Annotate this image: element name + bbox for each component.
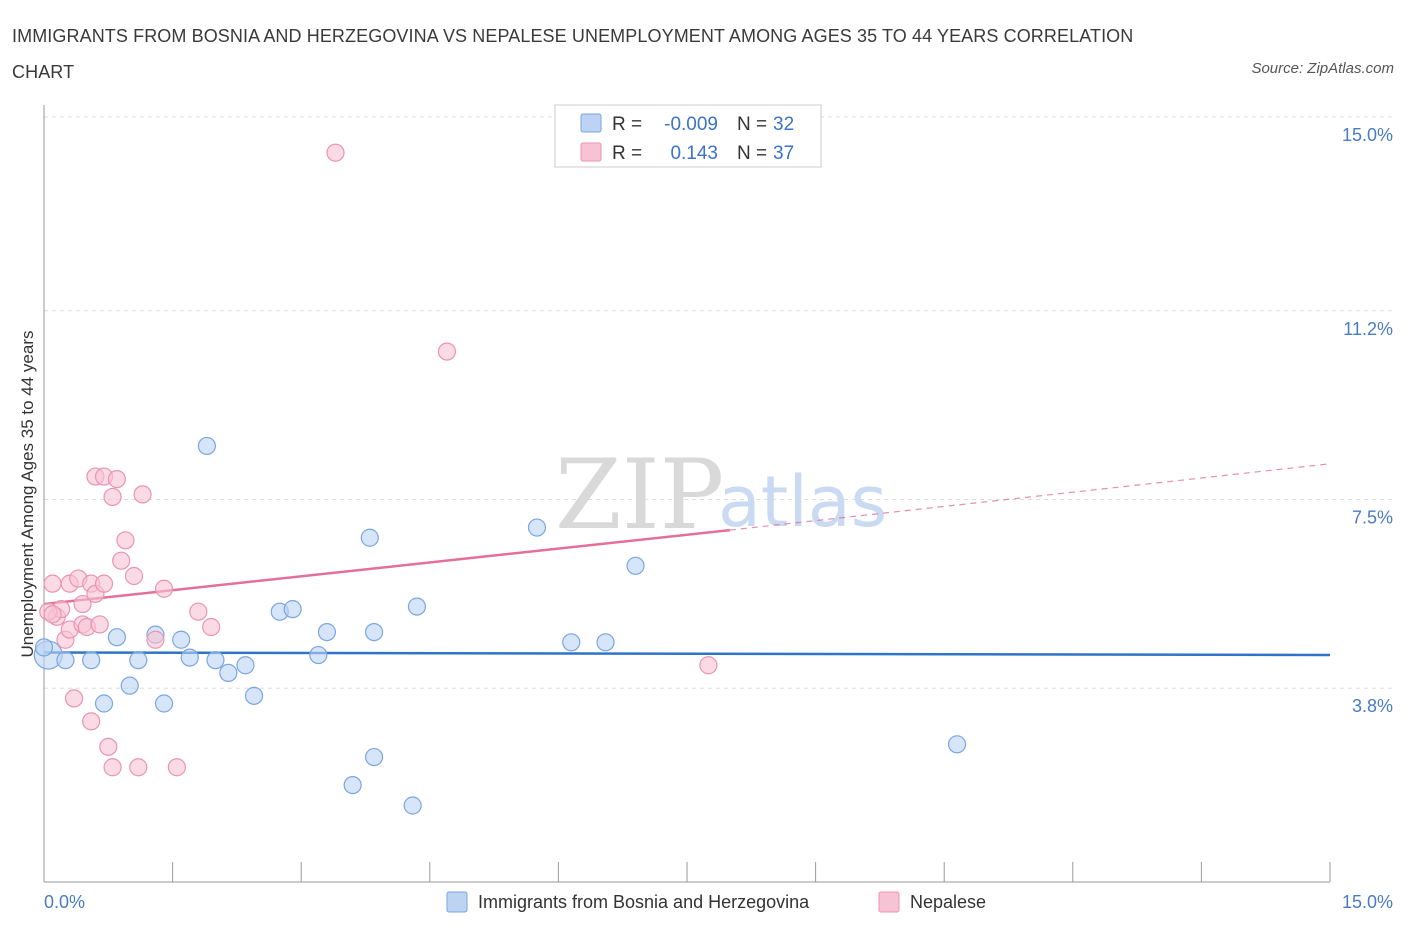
legend-n-label-2: N = <box>737 143 767 164</box>
data-point-bosnia[interactable] <box>360 528 379 547</box>
data-point-bosnia[interactable] <box>206 651 225 670</box>
data-point-nepalese[interactable] <box>103 758 122 777</box>
data-point-nepalese[interactable] <box>437 342 457 361</box>
legend-r-value-1: -0.009 <box>664 114 718 135</box>
grid-lines <box>44 116 1393 689</box>
data-point-bosnia[interactable] <box>527 518 547 537</box>
series-legend-label-bosnia: Immigrants from Bosnia and Herzegovina <box>478 892 810 912</box>
legend-n-label-1: N = <box>737 114 767 135</box>
data-point-bosnia[interactable] <box>626 556 645 575</box>
y-axis-label: Unemployment Among Ages 35 to 44 years <box>18 331 37 658</box>
data-point-bosnia[interactable] <box>364 622 384 642</box>
legend-swatch-pink <box>580 142 602 162</box>
data-point-nepalese[interactable] <box>129 758 148 777</box>
legend-swatch-blue <box>580 113 602 133</box>
x-axis-ticks <box>172 862 1331 882</box>
data-point-bosnia[interactable] <box>403 796 422 815</box>
x-tick-label-max: 15.0% <box>1342 892 1393 912</box>
data-point-nepalese[interactable] <box>146 630 165 649</box>
data-point-bosnia[interactable] <box>82 651 101 670</box>
data-point-bosnia[interactable] <box>364 747 384 767</box>
y-tick-label: 7.5% <box>1352 508 1393 528</box>
legend-n-value-2: 37 <box>773 143 794 164</box>
series-legend-swatch-nepalese <box>878 891 900 913</box>
y-tick-labels: 3.8% 7.5% 11.2% 15.0% <box>1342 125 1393 716</box>
watermark-atlas: atlas <box>718 461 887 543</box>
data-point-nepalese[interactable] <box>43 605 62 624</box>
series-legend-label-nepalese: Nepalese <box>910 892 986 912</box>
data-point-bosnia[interactable] <box>172 630 191 649</box>
legend-r-label-2: R = <box>612 143 642 164</box>
data-point-nepalese[interactable] <box>189 602 208 621</box>
y-tick-label: 15.0% <box>1342 125 1393 145</box>
legend-r-label-1: R = <box>612 114 642 135</box>
data-point-bosnia[interactable] <box>947 735 967 754</box>
data-point-bosnia[interactable] <box>309 645 328 665</box>
series-legend: Immigrants from Bosnia and Herzegovina N… <box>446 891 986 913</box>
y-tick-label: 3.8% <box>1352 696 1393 716</box>
source-label: Source: ZipAtlas.com <box>1251 60 1394 77</box>
legend-n-value-1: 32 <box>773 114 794 135</box>
data-point-nepalese[interactable] <box>99 737 118 756</box>
data-point-nepalese[interactable] <box>154 579 174 598</box>
data-point-bosnia[interactable] <box>154 694 174 713</box>
data-point-nepalese[interactable] <box>107 470 126 489</box>
data-point-nepalese[interactable] <box>90 615 109 634</box>
data-point-nepalese[interactable] <box>94 574 114 593</box>
chart-title: IMMIGRANTS FROM BOSNIA AND HERZEGOVINA V… <box>12 26 1134 82</box>
x-tick-label-min: 0.0% <box>44 892 85 912</box>
data-point-nepalese[interactable] <box>326 143 345 162</box>
data-point-nepalese[interactable] <box>64 689 84 708</box>
data-point-bosnia[interactable] <box>94 694 114 713</box>
watermark-zip: ZIP <box>555 439 724 551</box>
data-point-nepalese[interactable] <box>112 551 131 570</box>
legend-r-value-2: 0.143 <box>670 143 718 164</box>
data-point-nepalese[interactable] <box>133 485 152 504</box>
data-point-bosnia[interactable] <box>180 648 199 667</box>
data-point-bosnia[interactable] <box>129 651 148 670</box>
data-point-bosnia[interactable] <box>407 597 427 616</box>
data-point-bosnia[interactable] <box>219 663 238 683</box>
data-point-nepalese[interactable] <box>116 531 135 550</box>
data-point-bosnia[interactable] <box>244 686 264 705</box>
data-point-nepalese[interactable] <box>699 656 718 675</box>
data-point-bosnia[interactable] <box>317 622 337 642</box>
data-point-bosnia[interactable] <box>562 633 581 652</box>
data-point-bosnia[interactable] <box>343 775 362 795</box>
data-point-bosnia[interactable] <box>120 676 139 695</box>
data-point-bosnia[interactable] <box>107 628 126 647</box>
trend-line-extension <box>729 463 1331 531</box>
data-point-nepalese[interactable] <box>103 487 122 507</box>
data-point-nepalese[interactable] <box>43 574 62 593</box>
data-point-nepalese[interactable] <box>202 617 221 637</box>
data-point-bosnia[interactable] <box>283 600 302 619</box>
data-point-bosnia[interactable] <box>56 651 75 670</box>
data-point-bosnia[interactable] <box>197 436 216 456</box>
data-point-bosnia[interactable] <box>236 656 255 675</box>
data-points <box>33 143 967 815</box>
series-legend-swatch-bosnia <box>446 891 468 913</box>
data-point-bosnia[interactable] <box>596 633 615 652</box>
data-point-nepalese[interactable] <box>124 566 144 586</box>
data-point-nepalese[interactable] <box>82 712 101 731</box>
data-point-nepalese[interactable] <box>167 758 186 777</box>
correlation-legend: R = -0.009 N = 32 R = 0.143 N = 37 <box>554 104 822 168</box>
y-tick-label: 11.2% <box>1343 319 1393 339</box>
data-point-nepalese[interactable] <box>73 594 92 614</box>
trend-line-bosnia <box>43 651 1331 657</box>
data-point-bosnia[interactable] <box>34 638 54 657</box>
